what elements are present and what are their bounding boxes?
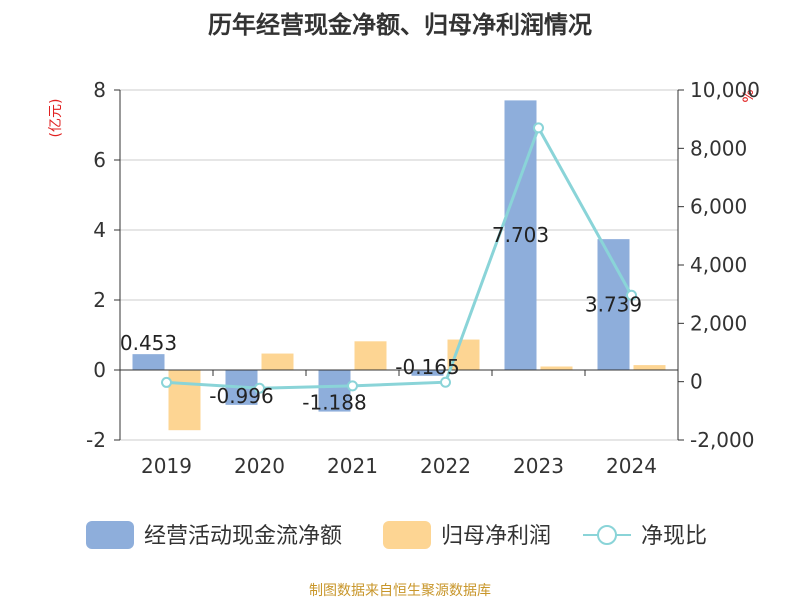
x-axis-label: 2020 xyxy=(234,454,285,478)
right-tick-label: 10,000 xyxy=(690,78,760,102)
left-tick-label: -2 xyxy=(86,428,106,452)
data-label: 7.703 xyxy=(492,223,549,247)
chart-title: 历年经营现金净额、归母净利润情况 xyxy=(208,11,592,39)
ratio-point xyxy=(533,122,544,134)
right-tick-label: 8,000 xyxy=(690,136,747,160)
legend-label: 经营活动现金流净额 xyxy=(144,524,342,549)
right-tick-label: 2,000 xyxy=(690,311,747,335)
bars xyxy=(132,100,666,431)
net-profit-bar xyxy=(168,370,201,431)
legend-swatch xyxy=(86,521,134,549)
legend-swatch xyxy=(383,521,431,549)
data-label: -0.165 xyxy=(395,355,459,379)
net-profit-bar xyxy=(261,353,294,370)
ratio-point xyxy=(347,380,358,392)
ratio-point xyxy=(161,376,172,388)
left-tick-label: 8 xyxy=(93,78,106,102)
ratio-line-path xyxy=(166,124,633,390)
right-axis-ticks: -2,000 0 2,000 4,000 6,000 8,000 10,000 xyxy=(677,78,760,452)
zero-axis-line xyxy=(119,369,679,376)
ratio-point xyxy=(254,382,265,394)
x-axis-label: 2022 xyxy=(420,454,471,478)
legend-label: 归母净利润 xyxy=(441,524,551,549)
left-tick-label: 4 xyxy=(93,218,106,242)
right-axis-unit: % xyxy=(741,89,757,102)
data-label: 3.739 xyxy=(585,293,642,317)
ratio-line xyxy=(161,122,637,394)
legend[interactable]: 经营活动现金流净额 归母净利润 净现比 xyxy=(86,521,707,549)
right-tick-label: -2,000 xyxy=(690,428,754,452)
x-axis-label: 2019 xyxy=(141,454,192,478)
right-tick-label: 4,000 xyxy=(690,253,747,277)
data-label: 0.453 xyxy=(120,331,177,355)
grid-lines xyxy=(120,89,678,441)
x-axis-label: 2024 xyxy=(606,454,657,478)
left-axis-ticks: -2 0 2 4 6 8 xyxy=(86,78,121,452)
x-axis-label: 2021 xyxy=(327,454,378,478)
left-tick-label: 0 xyxy=(93,358,106,382)
x-axis-label: 2023 xyxy=(513,454,564,478)
net-profit-bar xyxy=(633,365,666,370)
ratio-point xyxy=(626,289,637,301)
right-tick-label: 6,000 xyxy=(690,195,747,219)
left-tick-label: 2 xyxy=(93,288,106,312)
left-axis-unit: (亿元) xyxy=(48,99,64,138)
data-labels: 0.453 -0.996 -1.188 -0.165 7.703 3.739 xyxy=(120,223,642,414)
net-profit-bar xyxy=(540,366,573,370)
right-tick-label: 0 xyxy=(690,370,703,394)
ratio-point xyxy=(440,376,451,388)
legend-label: 净现比 xyxy=(641,524,707,549)
legend-circle-swatch xyxy=(597,525,617,545)
data-label: -0.996 xyxy=(209,384,273,408)
x-axis-labels: 2019 2020 2021 2022 2023 2024 xyxy=(141,454,657,478)
cash-flow-bar xyxy=(132,354,165,370)
left-tick-label: 6 xyxy=(93,148,106,172)
net-profit-bar xyxy=(354,341,387,370)
data-label: -1.188 xyxy=(302,391,366,415)
source-note: 制图数据来自恒生聚源数据库 xyxy=(309,583,491,599)
cash-flow-bar xyxy=(411,370,444,376)
cash-flow-bar xyxy=(318,370,351,412)
